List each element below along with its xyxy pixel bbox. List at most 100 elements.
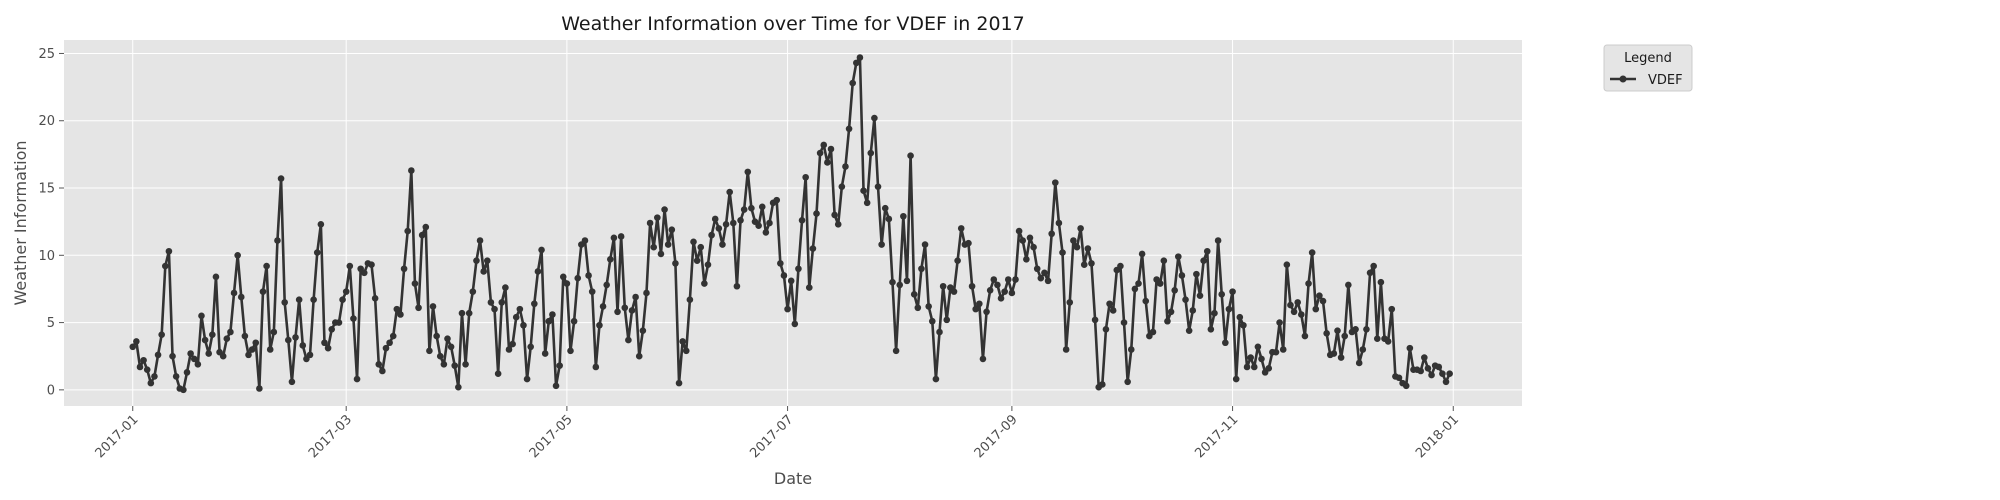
data-point — [1048, 230, 1055, 238]
data-point — [465, 309, 473, 317]
data-point — [1026, 234, 1034, 242]
data-point — [162, 262, 169, 270]
data-point — [458, 309, 466, 317]
data-point — [411, 280, 419, 287]
data-point — [1055, 219, 1063, 227]
data-point — [1232, 375, 1240, 383]
data-point — [1211, 309, 1218, 317]
data-point — [1359, 346, 1367, 353]
y-tick-label: 5 — [47, 316, 55, 331]
data-point — [480, 268, 487, 275]
data-point — [563, 280, 571, 287]
data-point — [422, 223, 430, 231]
data-point — [1077, 225, 1084, 232]
data-point — [353, 375, 361, 383]
y-tick-label: 25 — [38, 47, 55, 62]
data-point — [889, 278, 896, 286]
data-point — [1337, 354, 1345, 361]
data-point — [791, 320, 799, 328]
data-point — [719, 241, 726, 248]
data-point — [541, 350, 549, 357]
data-point — [603, 281, 610, 289]
data-point — [172, 373, 180, 380]
data-point — [1355, 359, 1363, 367]
data-point — [151, 373, 158, 380]
data-point — [375, 360, 383, 368]
data-point — [426, 347, 433, 355]
data-point — [133, 338, 140, 345]
data-point — [625, 336, 632, 344]
data-point — [664, 241, 672, 248]
data-point — [863, 199, 871, 207]
data-point — [900, 212, 907, 220]
data-point — [360, 269, 368, 277]
data-point — [534, 268, 542, 275]
data-point — [986, 286, 994, 294]
data-point — [697, 243, 705, 251]
data-point — [552, 382, 560, 390]
data-point — [925, 303, 932, 310]
data-point — [183, 369, 191, 376]
data-point — [1395, 374, 1403, 382]
data-point — [494, 370, 502, 378]
data-point — [1258, 355, 1265, 363]
data-point — [1131, 285, 1139, 293]
data-point — [1207, 326, 1215, 333]
x-axis-label: Date — [774, 469, 812, 488]
data-point — [274, 237, 281, 244]
data-point — [223, 335, 231, 343]
data-point — [950, 288, 958, 295]
data-point — [491, 305, 498, 313]
data-point — [585, 272, 592, 279]
x-tick-label: 2017-07 — [747, 412, 796, 461]
data-point — [1189, 307, 1197, 314]
data-point — [813, 210, 820, 217]
data-point — [556, 362, 563, 369]
data-point — [328, 326, 336, 333]
data-point — [1298, 311, 1305, 318]
data-point — [165, 247, 173, 255]
data-point — [1019, 237, 1027, 244]
x-tick-label: 2017-11 — [1192, 412, 1241, 461]
data-point — [914, 304, 922, 312]
plot-background — [64, 40, 1522, 406]
data-point — [654, 214, 661, 221]
data-point — [408, 167, 415, 174]
y-tick-label: 15 — [38, 182, 55, 197]
data-point — [1388, 305, 1396, 313]
data-point — [874, 183, 882, 190]
data-point — [646, 219, 654, 227]
data-point — [1250, 363, 1258, 371]
data-point — [252, 339, 260, 347]
data-point — [860, 187, 867, 195]
data-point — [607, 256, 614, 263]
data-point — [310, 296, 317, 304]
data-point — [476, 237, 484, 244]
data-point — [429, 303, 437, 310]
data-point — [386, 339, 393, 347]
data-point — [1240, 321, 1247, 329]
data-point — [1117, 262, 1124, 270]
legend-marker — [1619, 75, 1627, 83]
data-point — [299, 342, 307, 349]
data-point — [306, 351, 314, 359]
data-point — [661, 206, 668, 213]
data-point — [1421, 354, 1428, 361]
data-point — [1012, 276, 1019, 283]
data-point — [1316, 292, 1323, 299]
data-point — [389, 332, 397, 340]
data-point — [339, 296, 346, 304]
data-point — [596, 321, 603, 329]
data-point — [1402, 382, 1410, 390]
data-point — [455, 383, 462, 391]
data-point — [632, 293, 639, 301]
y-tick-label: 10 — [38, 249, 55, 264]
data-point — [1001, 288, 1008, 295]
data-point — [921, 241, 929, 248]
data-point — [1305, 280, 1312, 287]
data-point — [531, 300, 538, 308]
data-point — [856, 54, 864, 61]
x-tick-label: 2017-05 — [527, 412, 576, 461]
data-point — [1290, 308, 1298, 316]
